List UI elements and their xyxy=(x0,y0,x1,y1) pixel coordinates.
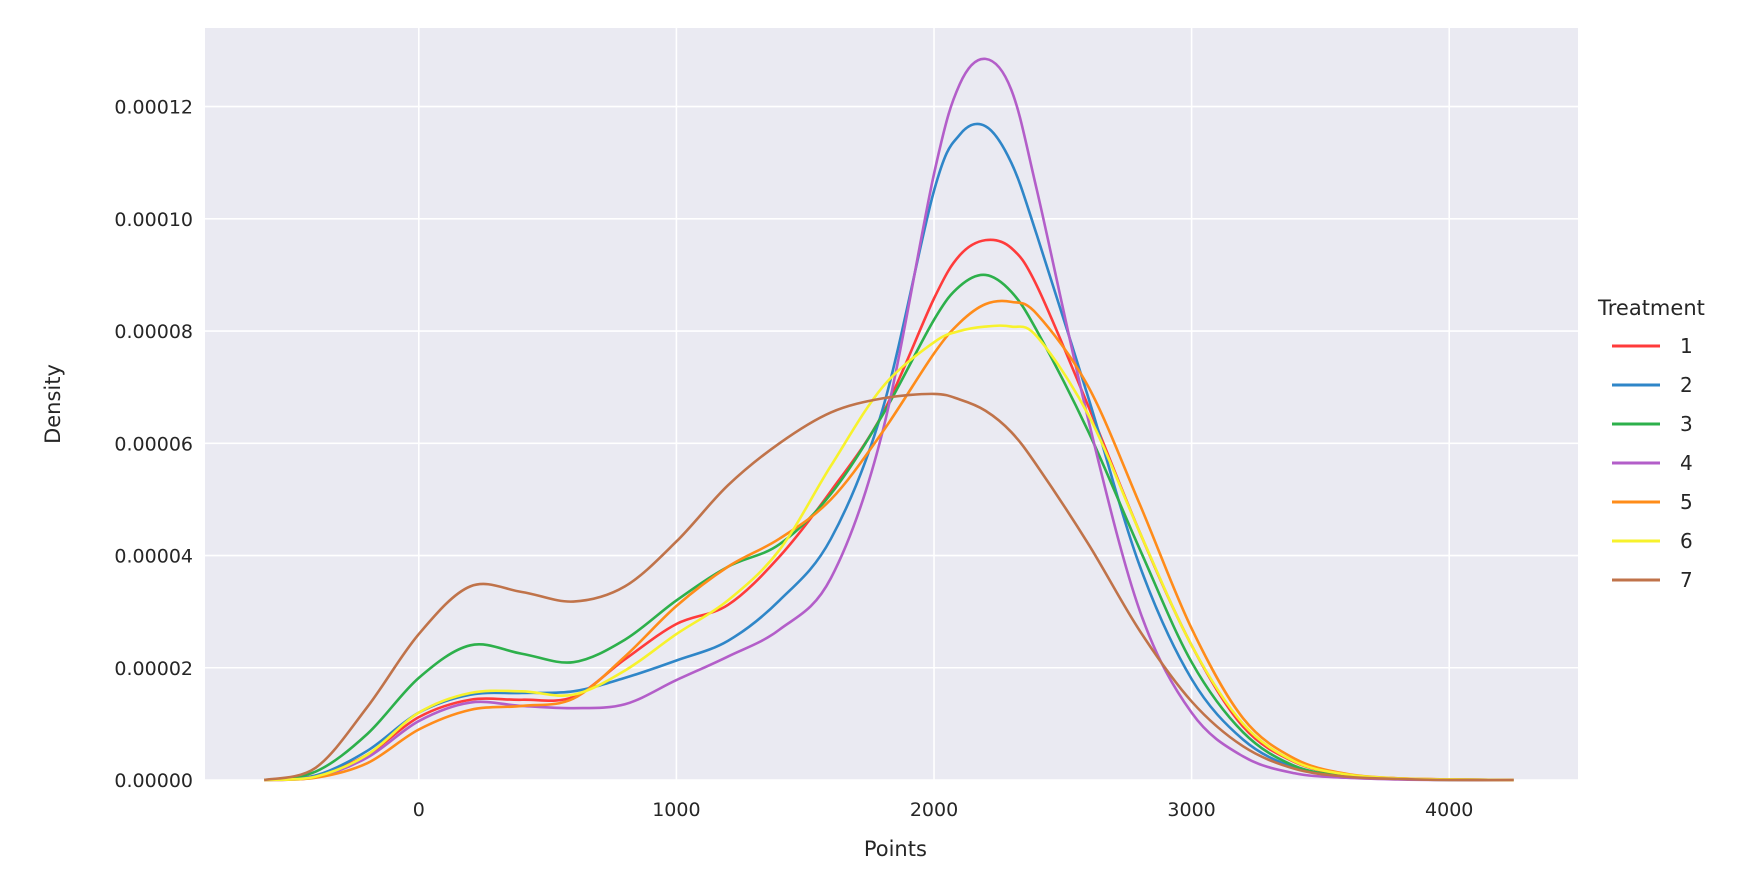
x-tick-label: 3000 xyxy=(1167,799,1215,821)
legend-label-7: 7 xyxy=(1680,568,1693,592)
y-tick-label: 0.00002 xyxy=(114,658,193,680)
grid-lines xyxy=(205,28,1578,781)
series-line-6 xyxy=(264,324,1514,782)
legend-label-5: 5 xyxy=(1680,490,1693,514)
series-line-7 xyxy=(263,392,1514,782)
plot-background xyxy=(205,28,1578,780)
legend-title: Treatment xyxy=(1597,296,1705,320)
y-tick-label: 0.00000 xyxy=(114,770,193,792)
x-tick-label: 1000 xyxy=(652,799,700,821)
series-line-1 xyxy=(264,238,1514,782)
x-tick-label: 2000 xyxy=(910,799,958,821)
y-tick-label: 0.00012 xyxy=(114,97,193,119)
y-axis-label: Density xyxy=(41,364,65,444)
y-axis-ticks: 0.00000 0.00002 0.00004 0.00006 0.00008 0.000… xyxy=(114,97,193,792)
y-tick-label: 0.00006 xyxy=(114,433,193,455)
legend-label-2: 2 xyxy=(1680,373,1693,397)
x-tick-label: 0 xyxy=(413,799,425,821)
legend-label-3: 3 xyxy=(1680,412,1693,436)
legend-label-1: 1 xyxy=(1680,334,1693,358)
y-tick-label: 0.00004 xyxy=(114,546,193,568)
x-axis-label: Points xyxy=(864,837,927,861)
series-line-5 xyxy=(264,299,1514,782)
series-lines xyxy=(263,57,1514,782)
x-tick-label: 4000 xyxy=(1425,799,1473,821)
y-tick-label: 0.00008 xyxy=(114,321,193,343)
y-tick-label: 0.00010 xyxy=(114,209,193,231)
x-axis-ticks: 0 1000 2000 3000 4000 xyxy=(413,799,1474,821)
legend: Treatment 1 2 3 4 5 6 7 xyxy=(1597,296,1705,592)
legend-label-4: 4 xyxy=(1680,451,1693,475)
legend-label-6: 6 xyxy=(1680,529,1693,553)
series-line-3 xyxy=(264,273,1514,782)
series-line-2 xyxy=(264,122,1514,782)
